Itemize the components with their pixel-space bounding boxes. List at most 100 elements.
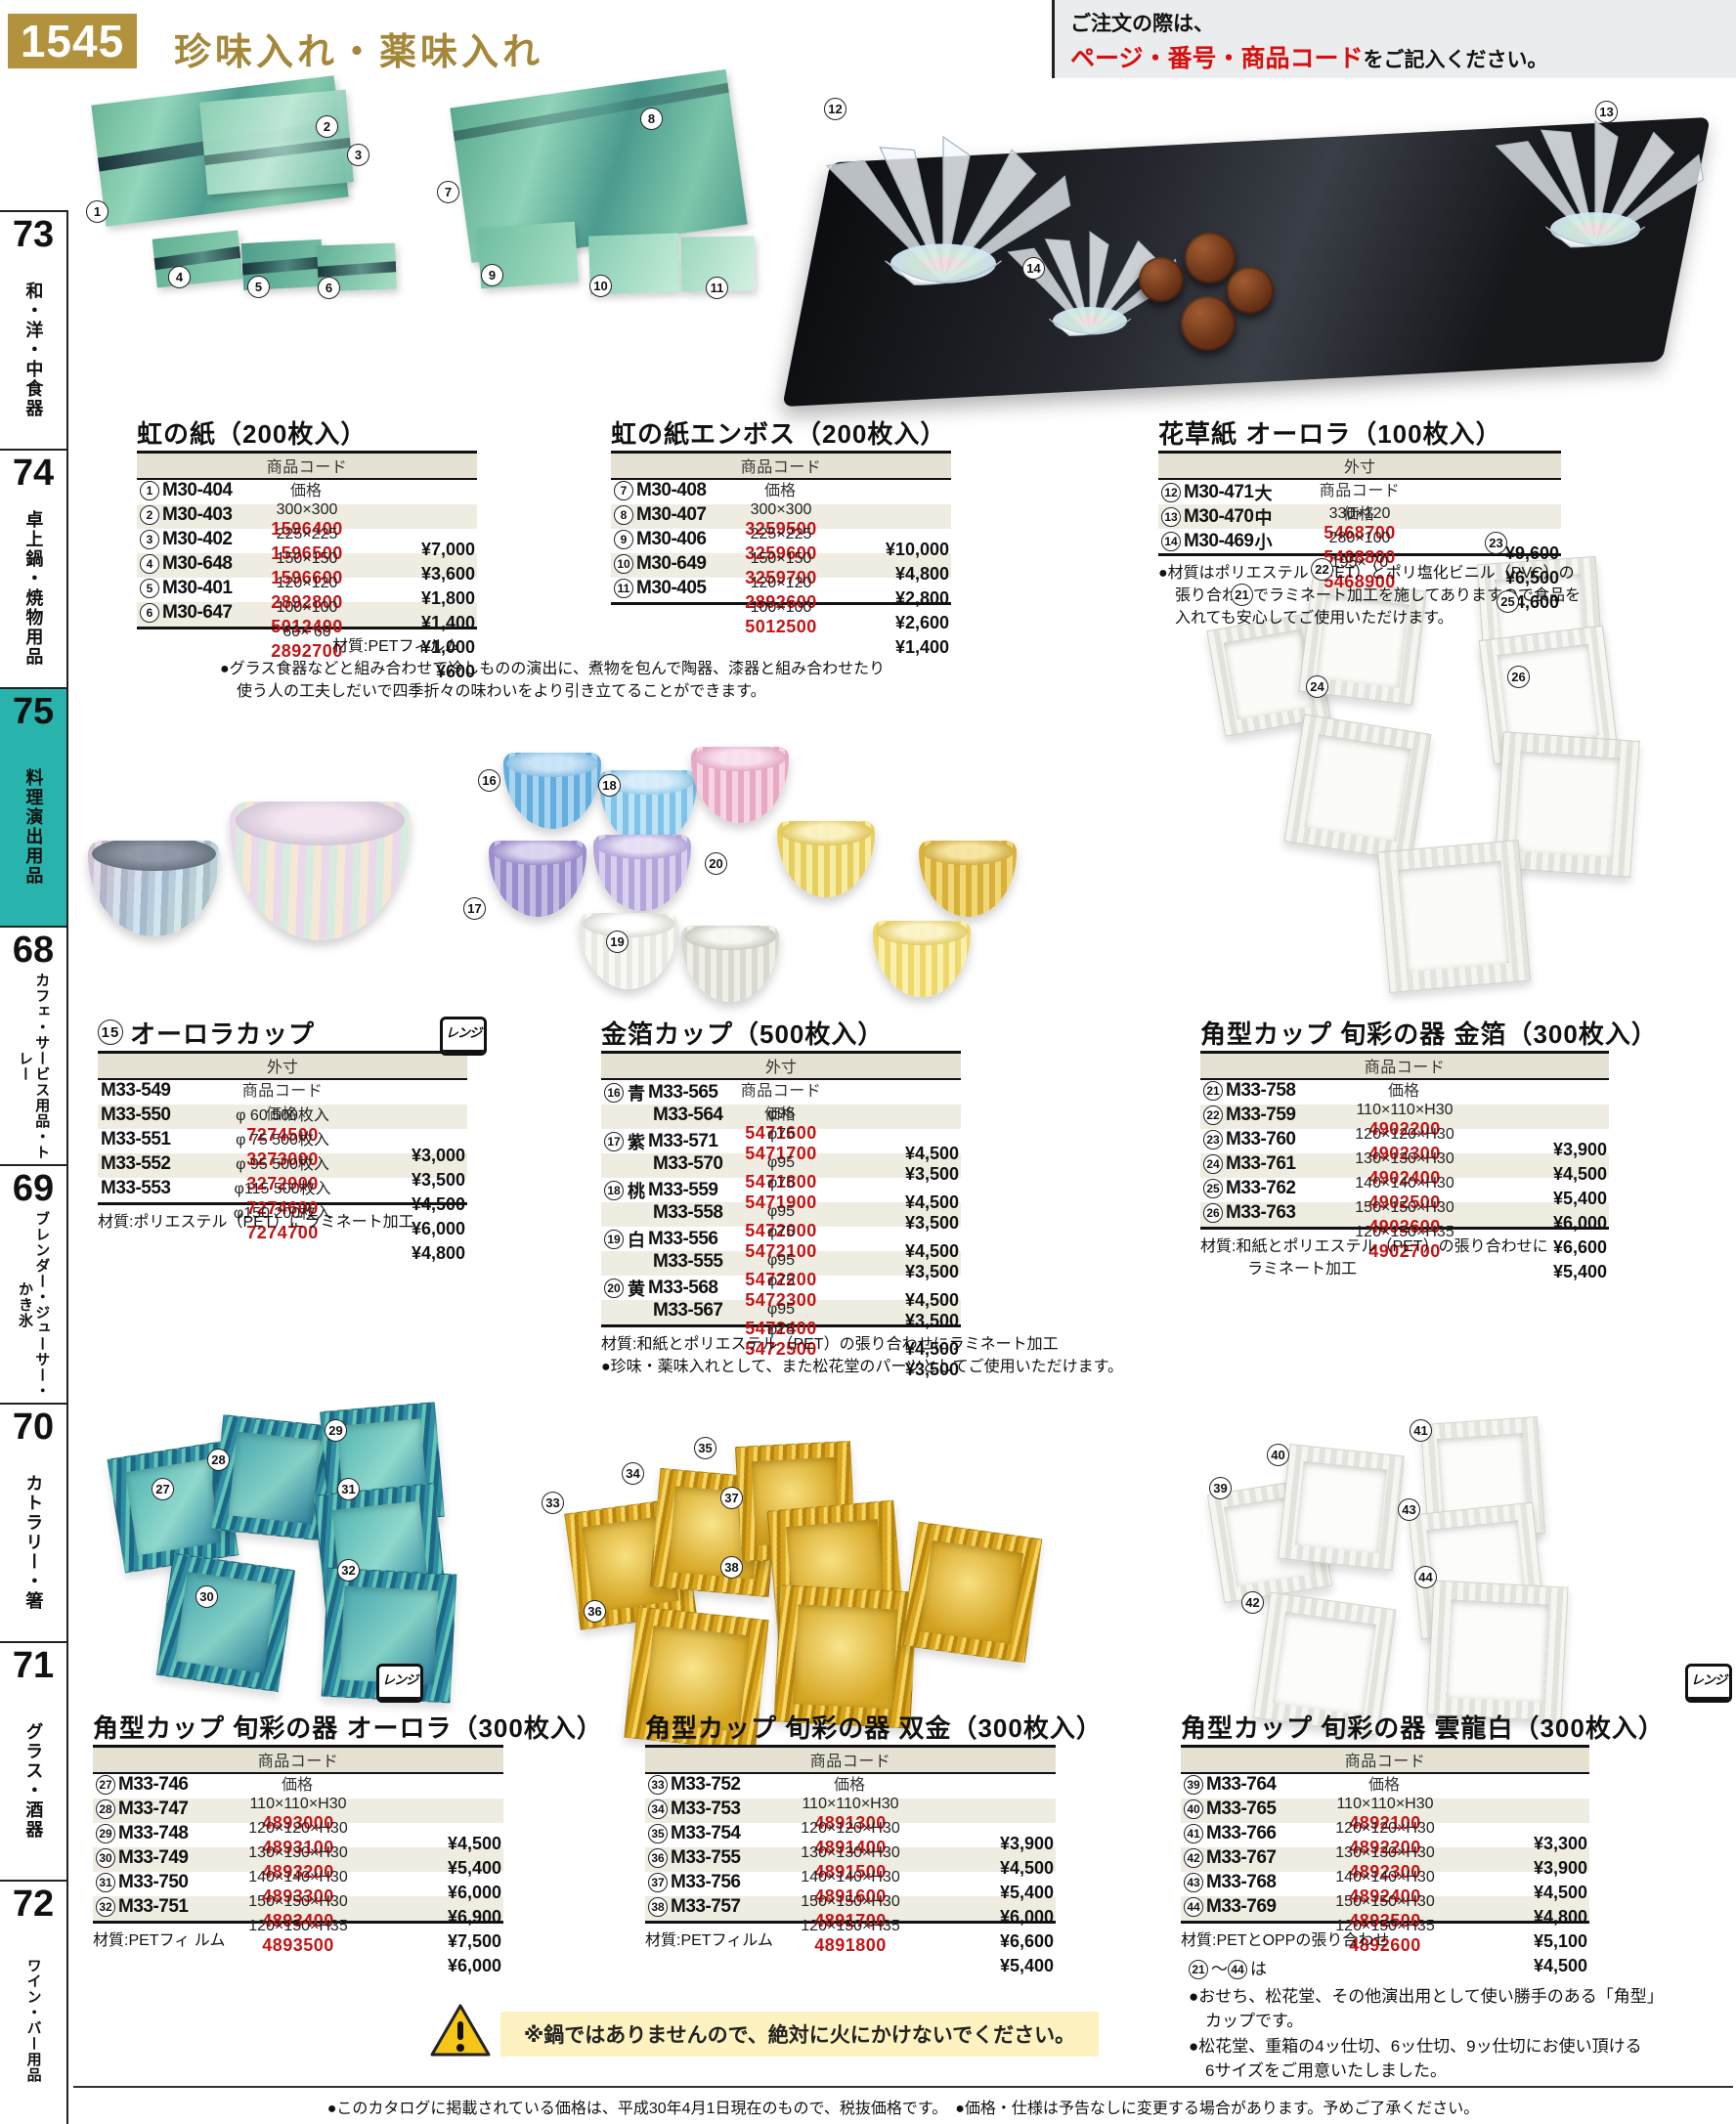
table-cell: M33-564: [653, 1105, 723, 1125]
table-cell: 5012500: [745, 617, 817, 636]
table-cell: 120×150×H35: [1355, 1224, 1454, 1240]
table-cell: ¥4,500: [1533, 1883, 1587, 1902]
table-cell: 2892800: [271, 592, 343, 612]
table-cell: 7274500: [246, 1125, 319, 1145]
item-number-circle: 25: [1203, 1179, 1223, 1198]
table-row: M33-553 φ150 200枚入 7274700 ¥4,800: [98, 1178, 467, 1263]
table-cell: 価格: [1387, 1083, 1419, 1100]
table-cell: 7274700: [246, 1223, 319, 1242]
item-number-circle: 36: [648, 1848, 668, 1868]
table-cell: ¥6,000: [447, 1883, 501, 1902]
table-cell: ¥3,300: [1533, 1834, 1587, 1853]
table-cell: 280×100: [1328, 530, 1391, 546]
table-cell: ¥3,500: [904, 1360, 959, 1379]
table-row: 17 紫 M33-571 φ95 5471800 ¥4,500: [601, 1129, 961, 1212]
table-cell: 4893300: [262, 1886, 334, 1906]
table-cell: φ 75 500枚入: [236, 1132, 329, 1149]
paper-flowers: [826, 120, 1704, 336]
table-cell: 38 M33-757: [645, 1896, 1056, 1918]
table-cell: ¥2,600: [894, 613, 949, 632]
table-cell: M33-567: [601, 1300, 961, 1322]
table-cell: 7274600: [246, 1198, 319, 1218]
item-number-circle: 28: [96, 1799, 115, 1819]
table-cell: M30-402: [162, 529, 233, 549]
table-cell: 4892100: [1349, 1813, 1421, 1833]
table-cell: 1596500: [271, 543, 343, 563]
table-row: 24 M33-761 140×140×H30 4902500 ¥6,000: [1200, 1153, 1609, 1233]
table-cell: M33-570: [653, 1153, 723, 1174]
table-cell: 白: [628, 1231, 645, 1250]
table-header-row: 外寸 商品コード 価格: [98, 1054, 467, 1123]
table-cell: 130×130×H30: [1355, 1150, 1454, 1167]
table-cell: 16 青 M33-565: [601, 1080, 961, 1105]
item-number-circle: 14: [1161, 532, 1181, 551]
table-row: 42 M33-767 140×140×H30 4892400 ¥4,800: [1181, 1847, 1589, 1927]
item-number-circle: 41: [1184, 1824, 1203, 1843]
section-note: 材質:和紙とポリエステル（PET）の張り合わせに ラミネート加工: [1200, 1238, 1548, 1279]
table-cell: 4902400: [1368, 1168, 1441, 1188]
table-cell: 6 M30-647: [137, 602, 477, 624]
table-cell: M33-749: [118, 1847, 189, 1868]
table-cell: ¥4,800: [411, 1243, 465, 1263]
table-row: 22 M33-759 120×120×H30 4902300 ¥4,500: [1200, 1105, 1609, 1184]
item-number-circle: 21: [1203, 1081, 1223, 1101]
table-cell: 価格: [281, 1777, 313, 1794]
table-cell: M33-558: [601, 1202, 961, 1224]
item-number-circle: 42: [1184, 1848, 1203, 1868]
table-cell: φ115 500枚入: [234, 1181, 331, 1197]
table-cell: M33-558: [653, 1202, 723, 1223]
table-cell: ¥4,500: [411, 1194, 465, 1214]
table-cell: M33-551: [101, 1129, 171, 1149]
table-cell: 小: [1254, 533, 1273, 552]
item-number-circle: 10: [614, 554, 633, 574]
table-cell: M33-752: [671, 1774, 741, 1795]
table-cell: 43 M33-768: [1181, 1872, 1589, 1893]
table-row: 38 M33-757 120×150×H35 4891800 ¥5,400: [645, 1896, 1056, 1975]
order-note-line2: ページ・番号・商品コードをご記入ください。: [1070, 45, 1548, 72]
photo-item-number-circle: 30: [195, 1585, 218, 1608]
table-row: 3 M30-402 150×150 1596600 ¥1,800: [137, 529, 477, 608]
table-cell: ¥5,400: [1552, 1189, 1607, 1208]
cup-white: [681, 926, 779, 1002]
sidebar-item-72: 72 ワイン・バー用品: [0, 1880, 66, 2118]
product-table: 商品コード 価格 21 M33-758 110×110×H30 4902200 ¥3,900…: [1200, 1051, 1609, 1281]
table-cell: 37 M33-756: [645, 1872, 1056, 1893]
table-cell: ¥5,400: [447, 1858, 501, 1878]
table-row: 34 M33-753 120×120×H30 4891400 ¥4,500: [645, 1799, 1056, 1878]
gold-square-cup: [773, 1584, 918, 1729]
cup-purple: [489, 841, 586, 917]
table-row: 14 M30-469 小 195× 70 5468900 ¥4,600: [1158, 529, 1561, 612]
table-cell: 130×130×H30: [248, 1844, 348, 1861]
table-cell: M33-549: [101, 1080, 171, 1101]
sidebar-item-69: 69 ブレンダー・ジューサー・かき氷: [0, 1164, 66, 1403]
table-cell: ¥5,400: [999, 1883, 1054, 1902]
table-cell: M33-571: [648, 1131, 718, 1151]
table-row: 10 M30-649 120×120 2892600 ¥2,600: [611, 553, 951, 632]
photo-item-number-circle: 25: [1497, 590, 1519, 613]
table-cell: 商品コード: [1364, 1060, 1446, 1076]
photo-square-cups-aurora: 27 28 29 30 31 32: [78, 1402, 459, 1704]
photo-item-number-circle: 18: [598, 774, 621, 797]
table-cell: M30-407: [636, 504, 707, 525]
table-cell: M30-401: [162, 578, 233, 598]
table-cell: φ75: [766, 1175, 796, 1192]
table-row: 25 M33-762 150×150×H30 4902600 ¥6,600: [1200, 1178, 1609, 1257]
table-cell: ¥4,500: [904, 1241, 959, 1261]
table-row: 7 M30-408 300×300 3259500 ¥10,000: [611, 480, 951, 559]
table-cell: 3259700: [745, 568, 817, 587]
table-cell: M33-570: [601, 1153, 961, 1175]
product-table: 商品コード 価格 39 M33-764 110×110×H30 4892100 ¥3,300…: [1181, 1745, 1589, 1975]
table-cell: 120×120×H30: [801, 1820, 900, 1837]
table-cell: ¥7,000: [420, 540, 475, 559]
table-cell: 140×140×H30: [801, 1869, 900, 1886]
photo-item-number-circle: 31: [337, 1478, 360, 1500]
photo-item-number-circle: 37: [720, 1487, 743, 1509]
table-cell: M33-762: [1226, 1178, 1296, 1198]
table-cell: 5471900: [745, 1192, 817, 1212]
table-cell: 120×150×H35: [801, 1918, 900, 1934]
table-cell: 商品コード: [740, 459, 822, 476]
photo-item-number-circle: 27: [152, 1478, 174, 1500]
table-row: 40 M33-765 120×120×H30 4892200 ¥3,900: [1181, 1799, 1589, 1878]
table-cell: 5468900: [1324, 572, 1396, 591]
table-cell: M33-553: [101, 1178, 171, 1198]
